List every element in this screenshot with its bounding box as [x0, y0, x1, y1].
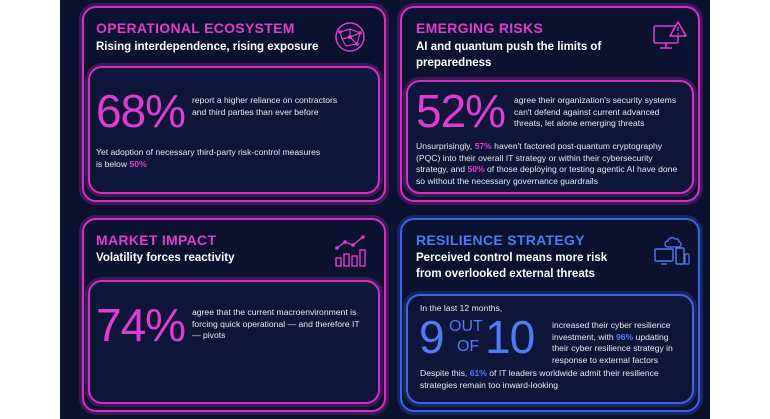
emerging-risks-inner-panel — [406, 80, 694, 194]
operational-ecosystem-inner-panel — [88, 66, 380, 194]
resilience-stat-text: increased their cyber resilience investm… — [552, 320, 673, 365]
operational-ecosystem-subtitle: Rising interdependence, rising exposure — [96, 41, 319, 53]
cloud-devices-icon — [654, 236, 690, 265]
nine-number: 9 — [419, 311, 445, 363]
resilience-strategy-subtitle: Perceived control means more risk from o… — [416, 252, 608, 280]
ecosystem-note: Yet adoption of necessary third-party ri… — [96, 147, 321, 169]
ecosystem-note-highlight: 50% — [129, 158, 147, 169]
emerging-risks-subtitle: AI and quantum push the limits of prepar… — [416, 41, 602, 69]
resilience-strategy-inner-panel — [406, 294, 694, 404]
market-impact-card — [82, 218, 386, 412]
market-stat-text: agree that the current macroenvironment … — [192, 307, 360, 340]
market-impact-title: MARKET IMPACT — [96, 232, 217, 248]
resilience-strategy-title: RESILIENCE STRATEGY — [416, 232, 585, 248]
ecosystem-stat-text: report a higher reliance on contractors … — [192, 95, 338, 117]
resilience-lead: In the last 12 months, — [420, 303, 503, 313]
market-stat: 74% — [96, 299, 186, 351]
ecosystem-stat: 68% — [96, 85, 186, 137]
risks-note: Unsurprisingly, 57% haven't factored pos… — [416, 141, 678, 186]
operational-ecosystem-title: OPERATIONAL ECOSYSTEM — [96, 20, 295, 36]
risks-stat-text: agree their organization's security syst… — [514, 95, 677, 128]
globe-network-icon — [335, 22, 365, 52]
risks-stat: 52% — [416, 85, 506, 137]
resilience-stat-highlight: 96% — [616, 331, 634, 342]
monitor-warning-icon — [653, 21, 687, 49]
market-impact-inner-panel — [88, 280, 380, 404]
out-word: OUT — [449, 318, 483, 335]
resilience-note-highlight: 61% — [469, 368, 487, 378]
emerging-risks-title: EMERGING RISKS — [416, 20, 544, 36]
ten-number: 10 — [485, 311, 535, 363]
risks-note-highlight-1: 57% — [474, 141, 492, 151]
bar-trend-icon — [335, 235, 366, 267]
resilience-note: Despite this, 61% of IT leaders worldwid… — [420, 368, 659, 390]
operational-ecosystem-card — [82, 6, 386, 202]
nine-out-of-ten-figure: 9 OUT OF 10 — [419, 314, 539, 362]
of-word: OF — [457, 338, 480, 355]
market-impact-subtitle: Volatility forces reactivity — [96, 252, 235, 264]
resilience-strategy-card — [400, 218, 700, 412]
emerging-risks-card — [400, 6, 700, 202]
risks-note-highlight-2: 50% — [467, 164, 485, 174]
